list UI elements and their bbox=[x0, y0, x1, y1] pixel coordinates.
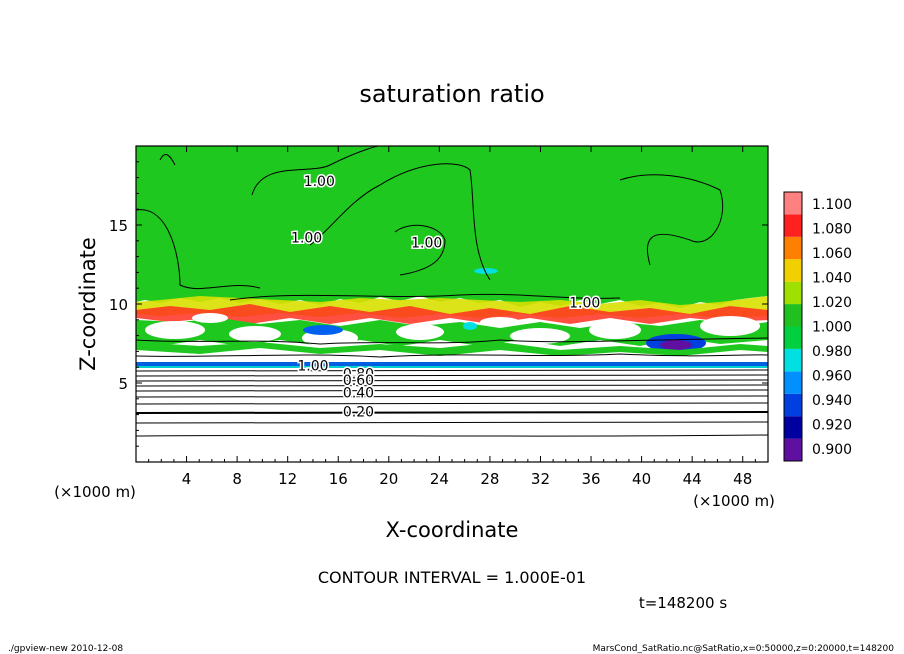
undersaturated-patch bbox=[660, 340, 692, 350]
x-tick-label: 8 bbox=[232, 470, 242, 488]
y-tick-label: 10 bbox=[109, 296, 128, 314]
colorbar-swatch bbox=[784, 192, 802, 215]
y-unit-label: (×1000 m) bbox=[54, 483, 136, 501]
contour-label: 0.80 bbox=[343, 367, 374, 383]
colorbar-level-label: 0.920 bbox=[812, 417, 852, 433]
plot-area bbox=[136, 146, 768, 462]
colorbar-level-label: 0.980 bbox=[812, 344, 852, 360]
contour-label: 1.00 bbox=[291, 231, 322, 247]
y-tick-label: 5 bbox=[118, 375, 128, 393]
lower-cyan-band bbox=[136, 366, 768, 368]
colorbar-level-label: 0.900 bbox=[812, 442, 852, 458]
colorbar-swatch bbox=[784, 281, 802, 305]
dry-pocket bbox=[229, 326, 281, 342]
x-tick-label: 16 bbox=[329, 470, 348, 488]
x-tick-label: 4 bbox=[182, 470, 192, 488]
colorbar-swatch bbox=[784, 236, 802, 260]
x-tick-label: 20 bbox=[379, 470, 398, 488]
colorbar-level-label: 1.020 bbox=[812, 295, 852, 311]
x-tick-label: 24 bbox=[430, 470, 449, 488]
colorbar-swatch bbox=[784, 259, 802, 282]
contour-label: 1.00 bbox=[569, 295, 600, 311]
colorbar-frame bbox=[783, 191, 803, 462]
contour-labels: 1.00 1.00 1.00 1.00 1.00 0.800.600.40 0.20 bbox=[290, 172, 602, 422]
colorbar-level-label: 1.080 bbox=[812, 222, 852, 238]
y-tick-label: 15 bbox=[109, 217, 128, 235]
dry-pocket bbox=[480, 317, 520, 327]
colorbar: 0.900 0.920 0.940 0.960 0.980 1.000 1.020 1.040… bbox=[783, 191, 852, 462]
colorbar-swatch bbox=[784, 393, 802, 417]
undersaturated-patch bbox=[474, 268, 498, 274]
colorbar-swatch bbox=[784, 214, 802, 237]
y-axis-label: Z-coordinate bbox=[76, 237, 100, 371]
colorbar-level-label: 0.960 bbox=[812, 368, 852, 384]
contour-label: 0.20 bbox=[343, 404, 374, 420]
undersaturated-patch bbox=[303, 325, 343, 335]
x-axis-label: X-coordinate bbox=[386, 518, 519, 542]
x-tick-label: 36 bbox=[581, 470, 600, 488]
dry-pocket bbox=[192, 313, 228, 323]
colorbar-swatch bbox=[784, 371, 802, 394]
dry-pocket bbox=[589, 321, 641, 339]
dry-pocket bbox=[145, 321, 205, 339]
colorbar-swatch bbox=[784, 304, 802, 327]
y-axis: 5 10 15 bbox=[109, 161, 768, 447]
time-text: t=148200 s bbox=[639, 594, 727, 612]
colorbar-swatch bbox=[784, 326, 802, 349]
dry-pocket bbox=[700, 316, 760, 336]
x-tick-label: 44 bbox=[683, 470, 702, 488]
mixed-band-red bbox=[136, 304, 768, 324]
contour-label: 0.60 bbox=[343, 373, 374, 389]
x-tick-label: 12 bbox=[278, 470, 297, 488]
chart-title: saturation ratio bbox=[359, 80, 544, 108]
contour-interval-text: CONTOUR INTERVAL = 1.000E-01 bbox=[318, 568, 586, 587]
colorbar-swatch bbox=[784, 416, 802, 439]
contour-label: 1.00 bbox=[297, 359, 328, 375]
colorbar-level-label: 1.100 bbox=[812, 197, 852, 213]
x-tick-label: 32 bbox=[531, 470, 550, 488]
colorbar-level-label: 0.940 bbox=[812, 393, 852, 409]
x-unit-label: (×1000 m) bbox=[693, 492, 775, 510]
colorbar-level-label: 1.060 bbox=[812, 246, 852, 262]
x-axis: 4 8 12 16 20 24 28 32 36 40 44 48 bbox=[148, 146, 756, 488]
footer-right: MarsCond_SatRatio.nc@SatRatio,x=0:50000,… bbox=[593, 644, 895, 654]
x-tick-label: 40 bbox=[632, 470, 651, 488]
x-tick-label: 48 bbox=[733, 470, 752, 488]
colorbar-level-label: 1.040 bbox=[812, 271, 852, 287]
colorbar-swatch bbox=[784, 348, 802, 372]
contour-label: 0.40 bbox=[343, 385, 374, 401]
x-tick-label: 28 bbox=[480, 470, 499, 488]
footer-left: ./gpview-new 2010-12-08 bbox=[8, 644, 123, 654]
colorbar-level-label: 1.000 bbox=[812, 320, 852, 336]
contour-label: 1.00 bbox=[304, 174, 335, 190]
dry-pocket bbox=[510, 328, 570, 344]
saturated-region bbox=[136, 146, 768, 308]
contour-label: 1.00 bbox=[411, 235, 442, 251]
undersaturated-patch bbox=[463, 322, 477, 330]
colorbar-swatch bbox=[784, 438, 802, 461]
dry-pocket bbox=[396, 324, 444, 340]
lower-blue-band bbox=[136, 362, 768, 366]
